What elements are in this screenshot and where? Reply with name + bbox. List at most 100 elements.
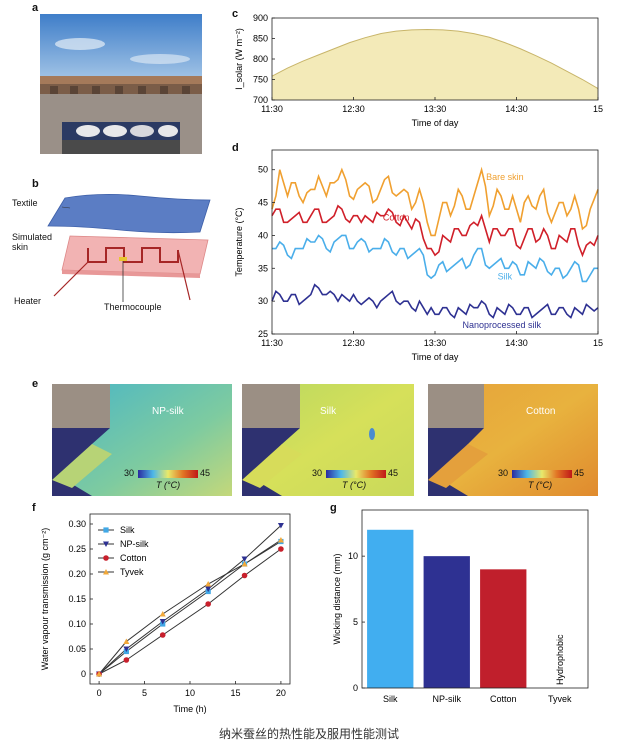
- heater-label: Heater: [14, 296, 42, 306]
- data-point: [241, 561, 248, 567]
- thermocouple-label: Thermocouple: [104, 302, 162, 312]
- solar-area: [272, 29, 598, 101]
- data-point: [205, 581, 212, 587]
- y-tick-label: 0.10: [68, 619, 86, 629]
- y-tick-label: 0.05: [68, 644, 86, 654]
- data-point: [159, 619, 166, 625]
- y-tick-label: 750: [253, 75, 268, 85]
- colorbar-min: 30: [312, 468, 323, 478]
- data-point: [123, 646, 130, 652]
- colorbar-max: 45: [200, 468, 211, 478]
- series-label: Cotton: [383, 212, 410, 222]
- x-tick-label: Cotton: [490, 694, 517, 704]
- x-tick-label: 15: [593, 338, 603, 348]
- colorbar-min: 30: [124, 468, 135, 478]
- x-tick-label: 11:30: [261, 104, 283, 114]
- x-tick-label: 14:30: [505, 104, 528, 114]
- data-point: [277, 537, 284, 543]
- y-tick-label: 10: [348, 551, 358, 561]
- y-tick-label: 30: [258, 296, 268, 306]
- temperature-chart: 25 30 35 40 45 50 11:30 12:30 13:30 14:30 15 Time o…: [234, 149, 603, 362]
- series-label: Bare skin: [486, 172, 524, 182]
- data-point: [96, 671, 103, 677]
- y-tick-label: 45: [258, 198, 268, 208]
- x-tick-label: 10: [185, 688, 195, 698]
- colorbar-max: 45: [574, 468, 585, 478]
- data-point: [159, 632, 166, 638]
- figure-caption: 纳米蚕丝的热性能及服用性能测试: [218, 727, 399, 741]
- y-tick-label: 0.30: [68, 519, 86, 529]
- y-axis-label: Water vapour transmission (g cm⁻²): [40, 528, 50, 670]
- series-line-2: [272, 234, 598, 283]
- y-tick-label: 35: [258, 263, 268, 273]
- x-tick-label: 13:30: [424, 338, 447, 348]
- series-label: Silk: [498, 271, 513, 281]
- y-tick-label: 0.25: [68, 544, 86, 554]
- y-tick-label: 0: [353, 683, 358, 693]
- bar-annotation: Hydrophobic: [555, 634, 565, 685]
- y-axis-label: Temperature (°C): [234, 207, 244, 276]
- series-label: Nanoprocessed silk: [462, 320, 541, 330]
- colorbar-unit: T (°C): [528, 480, 553, 490]
- y-tick-label: 40: [258, 230, 268, 240]
- x-tick-label: 20: [276, 688, 286, 698]
- data-point: [103, 541, 109, 547]
- data-point: [277, 523, 284, 529]
- x-tick-label: 15: [593, 104, 603, 114]
- colorbar: [326, 470, 386, 478]
- x-axis-label: Time of day: [412, 118, 459, 128]
- x-tick-label: NP-silk: [433, 694, 462, 704]
- y-tick-label: 5: [353, 617, 358, 627]
- data-point: [159, 611, 166, 617]
- colorbar: [138, 470, 198, 478]
- panel-letter-a: a: [32, 2, 39, 14]
- textile-label: Textile: [12, 198, 38, 208]
- data-point: [241, 556, 248, 562]
- y-tick-label: 25: [258, 329, 268, 339]
- thermal-image-cotton: Cotton 30 45 T (°C): [428, 384, 598, 496]
- bar-silk: [367, 529, 414, 688]
- water-vapour-chart: 0 0.05 0.10 0.15 0.20 0.25 0.30 0 5 10 15 20 Time (h…: [40, 513, 291, 714]
- series-line-1: [98, 525, 282, 675]
- x-axis-label: Time of day: [412, 352, 459, 362]
- series-line-3: [271, 283, 599, 319]
- y-tick-label: 0.20: [68, 569, 86, 579]
- legend-label: NP-silk: [120, 539, 149, 549]
- x-axis-label: Time (h): [173, 704, 206, 714]
- colorbar: [512, 470, 572, 478]
- legend-label: Tyvek: [120, 567, 144, 577]
- data-point: [241, 572, 248, 579]
- legend-label: Cotton: [120, 553, 147, 563]
- y-tick-label: 900: [253, 13, 268, 23]
- panel-letter-c: c: [232, 8, 239, 20]
- panel-letter-d: d: [232, 142, 239, 154]
- bar-cotton: [480, 569, 527, 688]
- thermal-label: NP-silk: [152, 406, 184, 417]
- panel-letter-g: g: [330, 502, 337, 514]
- colorbar-unit: T (°C): [156, 480, 181, 490]
- data-point: [103, 569, 109, 575]
- thermal-label: Silk: [320, 406, 337, 417]
- simulated-skin-label: Simulated skin: [12, 232, 53, 252]
- panel-letter-e: e: [32, 378, 39, 390]
- x-tick-label: 5: [142, 688, 147, 698]
- y-axis-label: Wicking distance (mm): [332, 553, 342, 644]
- solar-irradiance-chart: 700 750 800 850 900 11:30 12:30 13:30 14:30 15 Tim…: [234, 13, 603, 128]
- data-point: [123, 638, 130, 644]
- data-point: [123, 657, 130, 663]
- data-point: [205, 601, 211, 607]
- x-tick-label: 12:30: [342, 104, 365, 114]
- series-line-3: [98, 539, 282, 675]
- data-point: [205, 586, 212, 592]
- thermal-label: Cotton: [526, 406, 556, 417]
- thermal-image-silk: Silk 30 45 T (°C): [242, 384, 414, 496]
- panel-letter-b: b: [32, 178, 39, 190]
- solar-line: [271, 28, 599, 89]
- y-tick-label: 850: [253, 34, 268, 44]
- wicking-distance-chart: Silk NP-silk Cotton Tyvek Hydrophobic 0 5 10 Wic…: [332, 509, 589, 704]
- thermal-image-np-silk: NP-silk 30 45 T (°C): [52, 384, 232, 496]
- y-axis-label: I_solar (W m⁻²): [234, 28, 244, 90]
- x-tick-label: 12:30: [342, 338, 365, 348]
- x-tick-label: 0: [97, 688, 102, 698]
- legend-label: Silk: [120, 525, 135, 535]
